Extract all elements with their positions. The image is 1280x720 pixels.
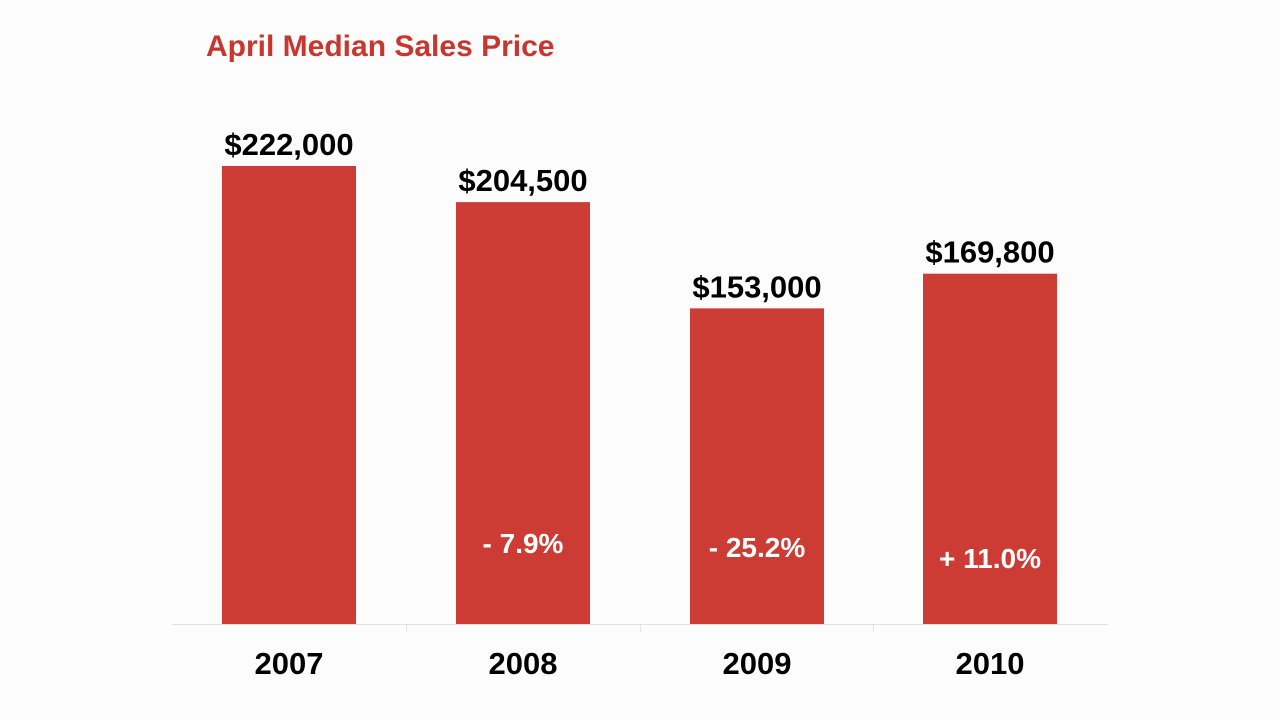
value-label-2007: $222,000 — [224, 127, 353, 162]
value-label-2010: $169,800 — [925, 235, 1054, 270]
category-label-2007: 2007 — [255, 646, 324, 681]
category-label-2008: 2008 — [489, 646, 558, 681]
bar-2008 — [456, 202, 590, 624]
change-label-2008: - 7.9% — [483, 528, 564, 559]
bar-2007 — [222, 166, 356, 624]
category-label-2010: 2010 — [956, 646, 1025, 681]
value-label-2008: $204,500 — [458, 163, 587, 198]
bar-2009 — [690, 308, 824, 624]
chart-title: April Median Sales Price — [206, 30, 555, 63]
change-label-2009: - 25.2% — [709, 532, 806, 563]
bar-2010 — [923, 273, 1057, 624]
value-label-2009: $153,000 — [692, 269, 821, 304]
change-label-2010: + 11.0% — [939, 543, 1041, 574]
category-label-2009: 2009 — [723, 646, 792, 681]
